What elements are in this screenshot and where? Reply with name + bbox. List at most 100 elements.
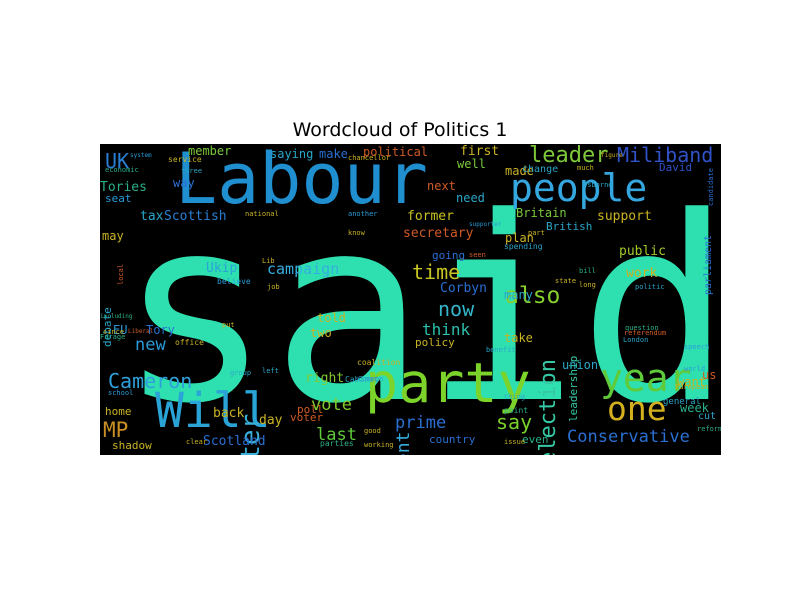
word-need: need xyxy=(456,191,485,205)
word-us: us xyxy=(702,368,717,382)
word-since: since xyxy=(103,328,125,336)
word-left: left xyxy=(262,367,279,375)
word-public: public xyxy=(619,244,666,259)
word-cut: cut xyxy=(698,411,717,422)
word-prime: prime xyxy=(395,413,447,433)
word-saying: saying xyxy=(270,147,314,161)
word-three: three xyxy=(181,167,203,175)
word-say: say xyxy=(496,410,533,434)
word-well: well xyxy=(457,157,486,171)
word-national: national xyxy=(245,210,279,218)
word-will: Will xyxy=(155,383,271,439)
word-lib: Lib xyxy=(262,257,275,265)
word-working: working xyxy=(364,441,394,449)
word-office: office xyxy=(175,338,204,347)
word-back: back xyxy=(213,406,245,421)
word-seen: seen xyxy=(469,251,486,259)
word-thing: thing xyxy=(504,393,526,401)
word-voter: voter xyxy=(290,411,324,424)
word-right: right xyxy=(305,371,345,386)
word-school: school xyxy=(108,389,134,397)
word-next: next xyxy=(427,179,456,193)
word-tax: tax xyxy=(140,209,164,224)
word-britain: Britain xyxy=(516,206,567,220)
word-even: even xyxy=(522,433,549,446)
word-group: group xyxy=(230,369,252,377)
word-system: system xyxy=(130,152,152,159)
word-policy: policy xyxy=(415,336,455,349)
word-plan: plan xyxy=(505,231,534,245)
word-david: David xyxy=(659,161,693,174)
word-campaign: campaign xyxy=(267,260,340,278)
word-osborne: Osborne xyxy=(583,181,613,189)
word-first: first xyxy=(460,144,500,159)
word-also: also xyxy=(505,283,561,309)
word-scotland: Scotland xyxy=(203,434,266,449)
word-one: one xyxy=(607,389,667,428)
word-government: government xyxy=(393,432,414,455)
word-corbyn: Corbyn xyxy=(440,281,487,296)
word-point: point xyxy=(504,406,529,415)
word-take: take xyxy=(504,331,533,345)
word-seat: seat xyxy=(105,192,132,205)
word-member: member xyxy=(188,144,232,158)
word-think: think xyxy=(422,320,471,339)
word-may: may xyxy=(102,229,124,243)
word-uk: UK xyxy=(105,149,130,173)
word-politic: politic xyxy=(635,283,665,291)
word-issue: issue xyxy=(504,438,526,446)
word-eu: EU xyxy=(113,323,128,337)
word-cabinet: Cabinet xyxy=(345,375,379,384)
word-london: London xyxy=(623,336,649,344)
word-good: good xyxy=(364,427,381,435)
word-people: people xyxy=(510,166,648,210)
word-vote: vote xyxy=(311,395,352,415)
word-party: party xyxy=(365,351,531,415)
word-parliament: parliament xyxy=(703,234,714,295)
word-political: political xyxy=(363,145,429,159)
word-supporter: supporter xyxy=(469,221,502,228)
word-day: day xyxy=(259,413,283,428)
word-much: much xyxy=(577,164,594,172)
word-british: British xyxy=(546,220,593,233)
word-way: way xyxy=(173,176,195,190)
word-former: former xyxy=(407,209,454,224)
word-local: local xyxy=(117,263,125,285)
word-home: home xyxy=(105,405,132,418)
word-country: country xyxy=(429,433,476,446)
word-shadow: shadow xyxy=(112,439,152,452)
word-common: Common xyxy=(358,375,384,383)
word-made: made xyxy=(505,164,534,178)
word-long: long xyxy=(579,281,596,289)
word-time: time xyxy=(412,260,461,284)
word-new: new xyxy=(135,335,166,355)
word-leader: leader xyxy=(529,144,609,168)
word-tories: Tories xyxy=(100,180,147,195)
word-job: job xyxy=(267,283,280,291)
word-believe: believe xyxy=(217,277,251,286)
word-chancellor: chancellor xyxy=(348,154,391,162)
word-poll: poll xyxy=(297,403,324,416)
word-mp: MP xyxy=(103,418,129,442)
word-know: know xyxy=(348,229,365,237)
word-question: question xyxy=(625,324,659,332)
word-change: change xyxy=(522,164,559,175)
word-spending: spending xyxy=(504,242,543,251)
word-state: state xyxy=(555,277,577,285)
word-service: service xyxy=(168,155,202,164)
word-european: European xyxy=(675,383,709,391)
word-going: going xyxy=(432,249,466,262)
word-said: said xyxy=(118,163,721,455)
word-year: year xyxy=(600,356,692,400)
word-liberal: Liberal xyxy=(128,328,154,335)
word-week: week xyxy=(680,401,709,415)
word-another: another xyxy=(348,210,378,218)
word-support: support xyxy=(597,209,652,224)
word-secretary: secretary xyxy=(403,226,474,241)
wordcloud-canvas: saidLabourpartyWillpeopleyearoneminister… xyxy=(100,144,721,455)
word-put: put xyxy=(222,321,235,329)
word-figure: figure xyxy=(601,152,623,159)
word-part: part xyxy=(528,229,545,237)
word-speech: speech xyxy=(684,343,710,351)
word-last: last xyxy=(316,425,357,445)
